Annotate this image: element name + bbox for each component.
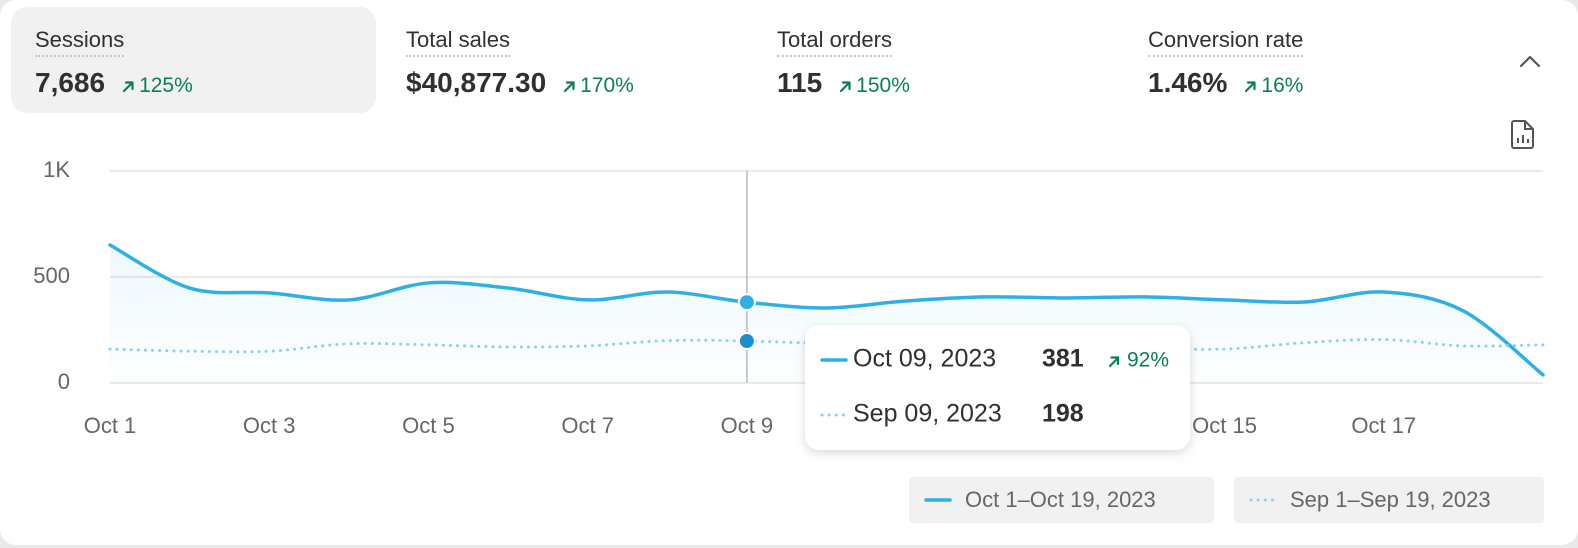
metric-value: 115 [777, 67, 823, 98]
metric-tab[interactable]: Sessions 7,686 125% [11, 7, 376, 113]
series-line [108, 243, 1545, 377]
metric-label: Total orders [777, 27, 892, 57]
toolbar-icons [1511, 55, 1541, 149]
metric-value: 7,686 [35, 67, 106, 98]
tooltip-value: 198 [1042, 400, 1084, 428]
x-tick-label: Oct 5 [402, 413, 455, 438]
tooltip-value: 381 [1042, 345, 1084, 373]
legend-item[interactable] [1234, 477, 1544, 523]
collapse-button[interactable] [1519, 55, 1541, 68]
up-arrow [564, 81, 575, 93]
y-tick-label: 500 [33, 263, 70, 288]
metric-tab[interactable]: Total orders 115 150% [753, 7, 1118, 113]
metric-change-value: 170% [580, 74, 634, 97]
tooltip [805, 325, 1190, 450]
metric-label: Conversion rate [1148, 27, 1304, 57]
hover-point [737, 332, 756, 351]
metric-tab[interactable]: Conversion rate 1.46% 16% [1124, 7, 1489, 113]
legend-label: Oct 1–Oct 19, 2023 [965, 487, 1156, 512]
metric-tab[interactable]: Total sales $40,877.30 170% [382, 7, 747, 113]
metric-change-value: 16% [1261, 74, 1304, 97]
legend-label: Sep 1–Sep 19, 2023 [1290, 487, 1491, 512]
x-tick-label: Oct 3 [243, 413, 296, 438]
metric-change-value: 150% [856, 74, 910, 97]
up-arrow [840, 81, 851, 93]
metric-value: 1.46% [1148, 67, 1228, 98]
x-tick-label: Oct 9 [721, 413, 774, 438]
up-arrow [1245, 81, 1256, 93]
up-arrow [122, 81, 134, 93]
x-tick-label: Oct 17 [1351, 413, 1416, 438]
metric-change: 170% [562, 74, 634, 98]
x-tick-label: Oct 15 [1192, 413, 1257, 438]
legend-item[interactable] [909, 477, 1214, 523]
export-button[interactable] [1511, 120, 1534, 149]
tooltip-date: Oct 09, 2023 [853, 345, 996, 373]
metric-change-value: 125% [139, 74, 193, 97]
metric-change: 150% [838, 74, 910, 98]
metric-value: $40,877.30 [406, 67, 547, 98]
x-tick-label: Oct 1 [84, 413, 137, 438]
up-arrow [1108, 356, 1120, 368]
metric-change: 16% [1243, 74, 1303, 98]
metric-label: Total sales [406, 27, 510, 57]
y-tick-label: 0 [58, 369, 70, 394]
metric-label: Sessions [35, 27, 125, 57]
y-tick-label: 1K [43, 157, 70, 182]
hover-point [737, 293, 756, 312]
x-tick-label: Oct 7 [561, 413, 614, 438]
tooltip-date: Sep 09, 2023 [853, 400, 1002, 428]
metric-change: 125% [121, 74, 193, 98]
tooltip-change: 92% [1127, 349, 1169, 372]
